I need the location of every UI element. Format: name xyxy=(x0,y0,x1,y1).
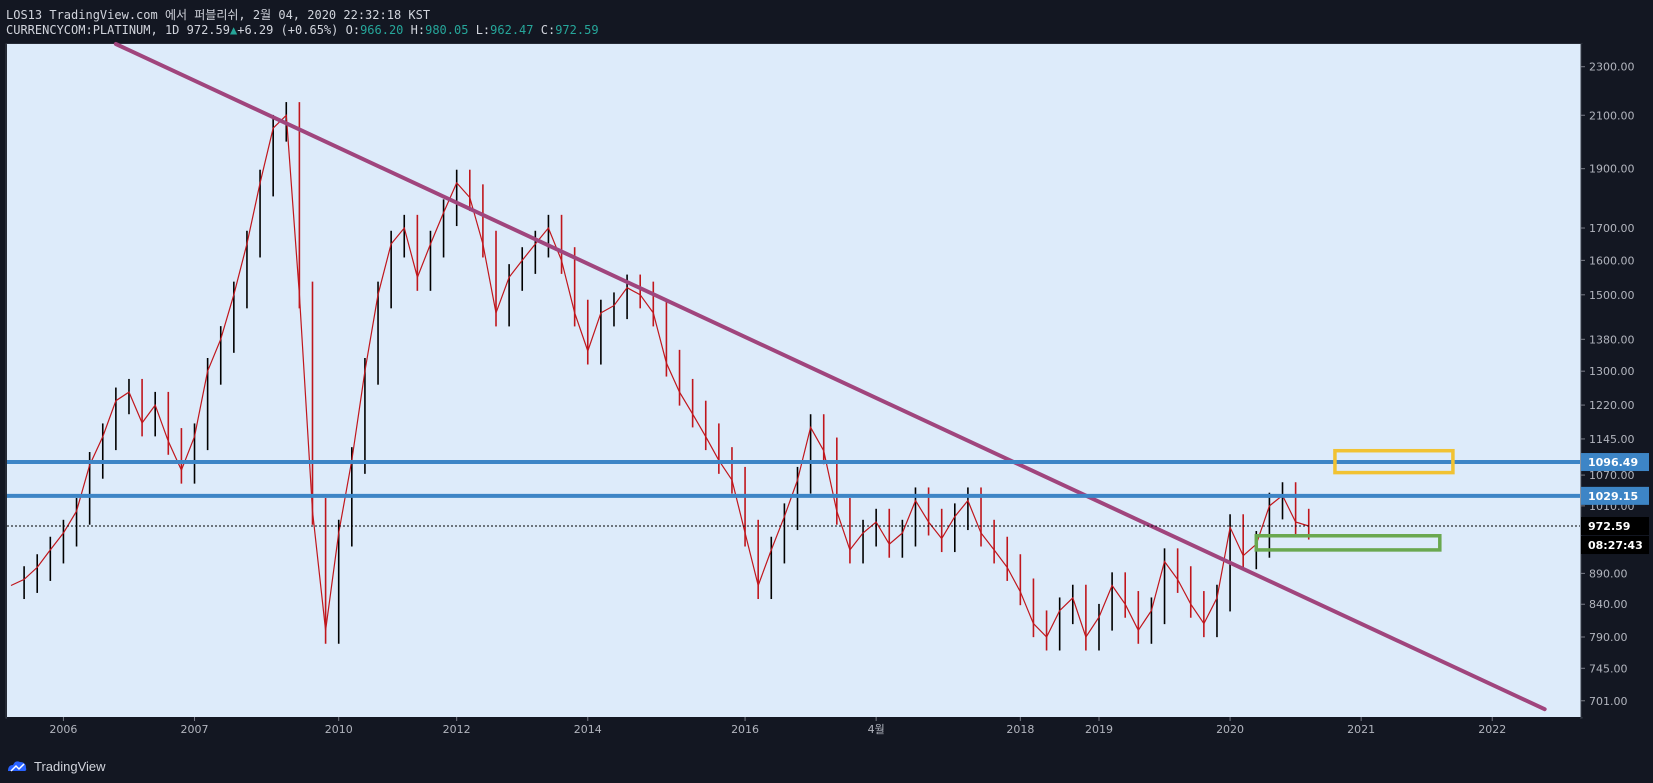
x-tick-label: 2016 xyxy=(731,723,759,736)
resistance-zone[interactable] xyxy=(1333,448,1455,475)
brand-name: TradingView xyxy=(34,758,106,774)
price-series xyxy=(10,102,1310,651)
y-tick-label: 790.00 xyxy=(1589,631,1628,644)
y-tick-label: 2100.00 xyxy=(1589,109,1635,122)
price-line xyxy=(10,113,1309,639)
x-tick-label: 2022 xyxy=(1478,723,1506,736)
level-price-tag xyxy=(1581,453,1649,472)
high-label: H: xyxy=(410,23,426,37)
x-tick-label: 2010 xyxy=(325,723,353,736)
change: +6.29 (+0.65%) xyxy=(237,23,339,37)
time-axis-bg xyxy=(7,717,1580,739)
current-price-tag xyxy=(1581,517,1649,536)
y-tick-label: 701.00 xyxy=(1589,695,1628,708)
x-tick-label: 2020 xyxy=(1216,723,1244,736)
y-tick-label: 2300.00 xyxy=(1589,61,1635,74)
y-tick-label: 1500.00 xyxy=(1589,289,1635,302)
y-tick-label: 745.00 xyxy=(1589,662,1628,675)
x-tick-label: 2014 xyxy=(574,723,602,736)
y-tick-label: 1380.00 xyxy=(1589,333,1635,346)
current-price-label: 972.59 xyxy=(1588,520,1630,533)
y-tick-label: 1300.00 xyxy=(1589,365,1635,378)
low-label: L: xyxy=(475,23,491,37)
time-axis[interactable]: 2006 2007 2010 2012 2014 2016 4월 2018 2019 2020 20… xyxy=(7,717,1580,739)
y-tick-label: 1220.00 xyxy=(1589,399,1635,412)
symbol-label[interactable]: CURRENCYCOM:PLATINUM, 1D xyxy=(6,23,180,37)
y-tick-label: 1700.00 xyxy=(1589,222,1635,235)
close-value: 972.59 xyxy=(555,23,599,37)
close-label: C: xyxy=(540,23,556,37)
price-axis-bg xyxy=(1581,44,1652,717)
countdown-tag xyxy=(1581,536,1649,555)
high-value: 980.05 xyxy=(425,23,469,37)
x-tick-label: 2019 xyxy=(1085,723,1113,736)
x-tick-label: 4월 xyxy=(868,723,885,736)
ohlc-legend: CURRENCYCOM:PLATINUM, 1D 972.59▲+6.29 (+… xyxy=(6,23,599,37)
trend-line[interactable] xyxy=(113,42,1547,712)
x-tick-label: 2006 xyxy=(49,723,77,736)
x-tick-label: 2018 xyxy=(1006,723,1034,736)
open-label: O: xyxy=(345,23,361,37)
tradingview-logo[interactable]: TradingView xyxy=(6,755,106,777)
cloud-logo-icon xyxy=(8,761,27,772)
y-tick-label: 1900.00 xyxy=(1589,163,1635,176)
x-tick-label: 2007 xyxy=(181,723,209,736)
countdown-label: 08:27:43 xyxy=(1588,539,1643,552)
y-tick-label: 1070.00 xyxy=(1589,469,1635,482)
drawings[interactable] xyxy=(7,42,1580,712)
level-price-label: 1029.15 xyxy=(1588,490,1638,503)
last-price: 972.59 xyxy=(186,23,230,37)
x-tick-label: 2012 xyxy=(443,723,471,736)
y-tick-label: 890.00 xyxy=(1589,567,1628,580)
publish-info: LOS13 TradingView.com 에서 퍼블리쉬, 2월 04, 20… xyxy=(6,8,431,22)
x-tick-label: 2021 xyxy=(1347,723,1375,736)
open-value: 966.20 xyxy=(360,23,404,37)
y-tick-label: 840.00 xyxy=(1589,598,1628,611)
low-value: 962.47 xyxy=(490,23,534,37)
support-zone[interactable] xyxy=(1254,534,1442,552)
up-arrow-icon: ▲ xyxy=(229,23,238,37)
price-axis[interactable]: 2300.00 2100.00 1900.00 1700.00 1600.00 1500.… xyxy=(1580,44,1652,717)
level-price-label: 1096.49 xyxy=(1588,456,1638,469)
level-price-tag xyxy=(1581,486,1649,505)
y-tick-label: 1145.00 xyxy=(1589,433,1635,446)
y-tick-label: 1600.00 xyxy=(1589,254,1635,267)
